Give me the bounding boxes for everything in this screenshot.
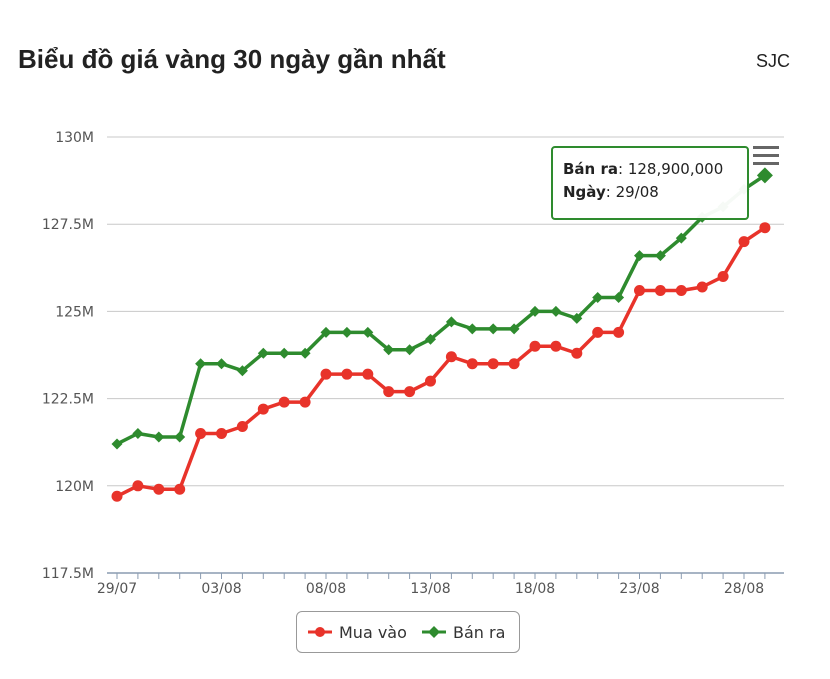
data-point <box>550 305 562 317</box>
y-tick-label: 117.5M <box>42 566 94 582</box>
data-point <box>613 326 625 338</box>
data-point <box>445 351 457 363</box>
data-point <box>111 438 123 450</box>
data-point <box>257 347 269 359</box>
data-point <box>487 358 499 370</box>
data-point <box>759 222 771 234</box>
data-point <box>383 344 395 356</box>
data-point <box>738 236 750 248</box>
data-point <box>508 358 520 370</box>
data-point <box>466 323 478 335</box>
data-point <box>195 358 207 370</box>
legend-item-mua-vao[interactable]: Mua vào <box>307 612 407 652</box>
data-point <box>278 396 290 408</box>
chart-tooltip: Bán ra: 128,900,000 Ngày: 29/08 <box>551 146 749 220</box>
data-point <box>529 340 541 352</box>
chart-menu-icon[interactable] <box>753 144 781 168</box>
data-point <box>571 312 583 324</box>
data-point <box>174 431 186 443</box>
data-point <box>132 427 144 439</box>
x-tick-label: 18/08 <box>515 581 555 597</box>
tooltip-date-label: Ngày <box>563 183 606 201</box>
data-point <box>195 427 207 439</box>
tooltip-date-row: Ngày: 29/08 <box>563 183 659 201</box>
legend-label: Bán ra <box>453 622 506 642</box>
legend-item-ban-ra[interactable]: Bán ra <box>421 612 505 652</box>
tooltip-series-label: Bán ra <box>563 160 618 178</box>
data-point <box>696 281 708 293</box>
menu-bar-icon <box>753 154 779 157</box>
x-tick-label: 03/08 <box>201 581 241 597</box>
data-point <box>425 375 436 387</box>
data-point <box>654 250 666 262</box>
x-tick-label: 23/08 <box>619 581 659 597</box>
y-tick-label: 125M <box>55 304 94 320</box>
data-point <box>257 403 269 415</box>
data-point <box>550 340 562 352</box>
tooltip-value-row: Bán ra: 128,900,000 <box>563 160 724 178</box>
data-point <box>174 483 186 495</box>
legend-label: Mua vào <box>339 622 407 642</box>
chart-title: Biểu đồ giá vàng 30 ngày gần nhất <box>18 44 446 74</box>
data-point <box>675 284 687 296</box>
data-point <box>320 326 332 338</box>
data-point <box>383 386 395 398</box>
x-tick-label: 13/08 <box>410 581 450 597</box>
legend-diamond-marker-icon <box>422 626 446 638</box>
menu-bar-icon <box>753 146 779 149</box>
data-point <box>613 291 625 303</box>
data-point <box>341 368 353 380</box>
data-point <box>425 333 436 345</box>
data-point <box>717 271 729 283</box>
data-point <box>529 305 541 317</box>
data-point <box>320 368 332 380</box>
data-point <box>278 347 290 359</box>
data-point <box>508 323 520 335</box>
chart-legend: Mua vào Bán ra <box>296 611 520 653</box>
data-point <box>236 421 248 433</box>
data-point <box>592 291 604 303</box>
x-tick-label: 28/08 <box>724 581 764 597</box>
data-point <box>634 250 645 262</box>
data-point <box>571 347 583 359</box>
data-point <box>111 490 123 502</box>
data-point <box>153 431 165 443</box>
y-tick-label: 130M <box>55 130 94 146</box>
data-point <box>445 316 457 328</box>
tooltip-value: 128,900,000 <box>627 160 724 178</box>
data-point <box>341 326 353 338</box>
brand-label: SJC <box>756 51 791 71</box>
data-point <box>756 167 773 184</box>
y-axis: 117.5M 120M 122.5M 125M 127.5M 130M <box>42 130 94 582</box>
data-point <box>299 396 311 408</box>
x-tick-label: 08/08 <box>306 581 346 597</box>
data-point <box>634 284 645 296</box>
data-point <box>404 386 416 398</box>
menu-bar-icon <box>753 162 779 165</box>
data-point <box>299 347 311 359</box>
legend-circle-marker-icon <box>308 627 332 637</box>
data-point <box>675 232 687 244</box>
data-point <box>236 365 248 377</box>
data-point <box>216 427 227 439</box>
data-point <box>404 344 416 356</box>
data-point <box>153 483 165 495</box>
data-point <box>216 358 227 370</box>
y-tick-label: 127.5M <box>42 217 94 233</box>
data-point <box>132 480 144 492</box>
data-point <box>592 326 604 338</box>
x-tick-label: 29/07 <box>97 581 137 597</box>
y-tick-label: 122.5M <box>42 392 94 408</box>
x-axis: 29/07 03/08 08/08 13/08 18/08 23/08 28/08 <box>97 572 784 597</box>
data-point <box>362 368 374 380</box>
tooltip-date: 29/08 <box>615 183 659 201</box>
y-tick-label: 120M <box>55 479 94 495</box>
series-mua-vao <box>111 222 771 502</box>
data-point <box>487 323 499 335</box>
data-point <box>654 284 666 296</box>
data-point <box>466 358 478 370</box>
data-point <box>362 326 374 338</box>
